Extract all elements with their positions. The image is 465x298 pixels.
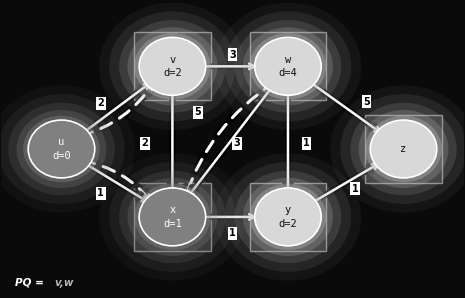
Ellipse shape: [99, 3, 246, 130]
FancyBboxPatch shape: [134, 183, 211, 251]
Text: z: z: [400, 144, 407, 154]
FancyBboxPatch shape: [250, 32, 326, 100]
Text: 1: 1: [229, 228, 236, 238]
Ellipse shape: [0, 85, 135, 213]
FancyBboxPatch shape: [365, 115, 442, 183]
Ellipse shape: [215, 3, 361, 130]
Text: u
d=0: u d=0: [52, 137, 71, 161]
Text: v
d=2: v d=2: [163, 55, 182, 78]
Ellipse shape: [370, 120, 437, 178]
FancyBboxPatch shape: [134, 32, 211, 100]
Ellipse shape: [215, 153, 361, 280]
Ellipse shape: [99, 153, 246, 280]
Ellipse shape: [235, 20, 341, 113]
Text: 3: 3: [229, 49, 236, 60]
Ellipse shape: [255, 38, 321, 95]
Text: v,w: v,w: [54, 278, 74, 288]
Text: 5: 5: [363, 97, 370, 107]
Ellipse shape: [119, 20, 226, 113]
Ellipse shape: [359, 110, 448, 188]
Text: 1: 1: [303, 138, 310, 148]
Ellipse shape: [330, 85, 465, 213]
Text: 3: 3: [234, 138, 240, 148]
Ellipse shape: [0, 94, 125, 204]
Ellipse shape: [139, 188, 206, 246]
Ellipse shape: [243, 178, 333, 256]
Ellipse shape: [225, 162, 351, 272]
Ellipse shape: [235, 171, 341, 263]
Ellipse shape: [340, 94, 465, 204]
Ellipse shape: [134, 184, 211, 250]
Text: w
d=4: w d=4: [279, 55, 297, 78]
Ellipse shape: [17, 110, 106, 188]
Ellipse shape: [127, 27, 217, 105]
Text: 2: 2: [97, 98, 104, 108]
Ellipse shape: [134, 33, 211, 100]
Ellipse shape: [225, 11, 351, 121]
FancyBboxPatch shape: [250, 183, 326, 251]
Ellipse shape: [350, 103, 457, 195]
Ellipse shape: [127, 178, 217, 256]
Ellipse shape: [109, 11, 236, 121]
Text: PQ =: PQ =: [15, 278, 48, 288]
Text: 1: 1: [352, 184, 359, 194]
Text: 1: 1: [97, 188, 104, 198]
Ellipse shape: [243, 27, 333, 105]
Ellipse shape: [250, 184, 326, 250]
Ellipse shape: [139, 38, 206, 95]
Ellipse shape: [365, 116, 442, 182]
Ellipse shape: [109, 162, 236, 272]
Text: x
d=1: x d=1: [163, 205, 182, 229]
Ellipse shape: [8, 103, 115, 195]
Ellipse shape: [28, 120, 95, 178]
Text: 2: 2: [141, 138, 148, 148]
Ellipse shape: [119, 171, 226, 263]
Ellipse shape: [23, 116, 100, 182]
Ellipse shape: [250, 33, 326, 100]
Ellipse shape: [255, 188, 321, 246]
Text: y
d=2: y d=2: [279, 205, 297, 229]
Text: 5: 5: [194, 107, 201, 117]
